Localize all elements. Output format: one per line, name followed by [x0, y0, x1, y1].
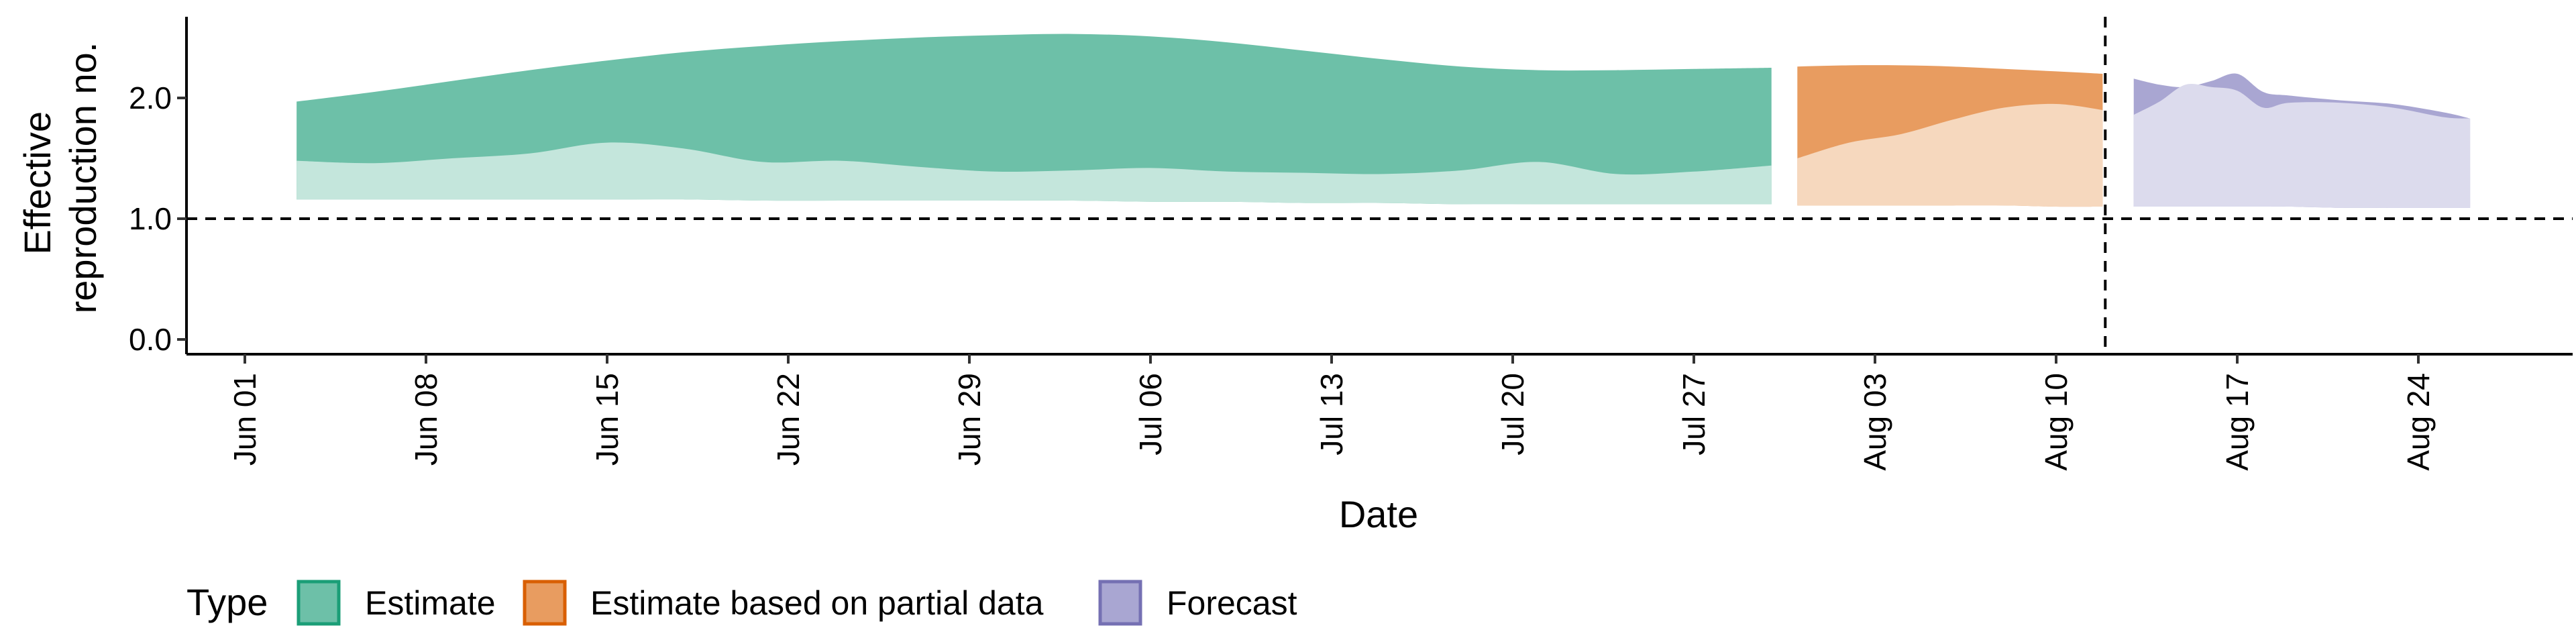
- y-tick-label: 2.0: [129, 80, 172, 115]
- chart-bands: [297, 34, 2471, 208]
- x-axis-ticks: Jun 01 Jun 08 Jun 15 Jun 22 Jun 29 Jul 06 Jul …: [227, 354, 2436, 471]
- band-inner-forecast: [2133, 84, 2471, 208]
- y-tick-label: 0.0: [129, 322, 172, 357]
- x-tick-label: Jun 01: [227, 373, 262, 466]
- reference-lines: [186, 17, 2573, 354]
- legend-key-estimate: [297, 580, 341, 626]
- legend: Type Estimate Estimate based on partial …: [186, 580, 1297, 626]
- y-axis-title-line-2: reproduction no.: [62, 42, 104, 314]
- x-tick-label: Jul 06: [1133, 373, 1168, 455]
- legend-label-partial: Estimate based on partial data: [590, 584, 1044, 622]
- band-inner-partial: [1797, 103, 2103, 207]
- legend-title: Type: [186, 581, 268, 623]
- legend-key-partial: [523, 580, 567, 626]
- x-tick-label: Jul 13: [1314, 373, 1349, 455]
- y-axis-title-line-1: Effective: [16, 111, 58, 255]
- x-tick-label: Jun 29: [952, 373, 987, 466]
- legend-label-estimate: Estimate: [365, 584, 496, 622]
- axes: [185, 17, 2573, 356]
- x-tick-label: Aug 24: [2401, 373, 2436, 471]
- x-tick-label: Jul 20: [1495, 373, 1530, 455]
- band-inner-estimate: [297, 142, 1772, 205]
- x-tick-label: Aug 03: [1858, 373, 1892, 471]
- x-tick-label: Jun 22: [771, 373, 806, 466]
- x-axis-title: Date: [1339, 493, 1418, 535]
- legend-label-forecast: Forecast: [1167, 584, 1297, 622]
- y-tick-label: 1.0: [129, 201, 172, 236]
- x-tick-label: Aug 10: [2039, 373, 2074, 471]
- x-tick-label: Jun 08: [409, 373, 443, 466]
- y-axis-title: Effective reproduction no.: [16, 42, 104, 314]
- x-tick-label: Aug 17: [2220, 373, 2255, 471]
- y-axis-ticks: 0.0 1.0 2.0: [129, 80, 186, 357]
- legend-key-forecast: [1098, 580, 1142, 626]
- x-tick-label: Jun 15: [590, 373, 625, 466]
- x-tick-label: Jul 27: [1676, 373, 1711, 455]
